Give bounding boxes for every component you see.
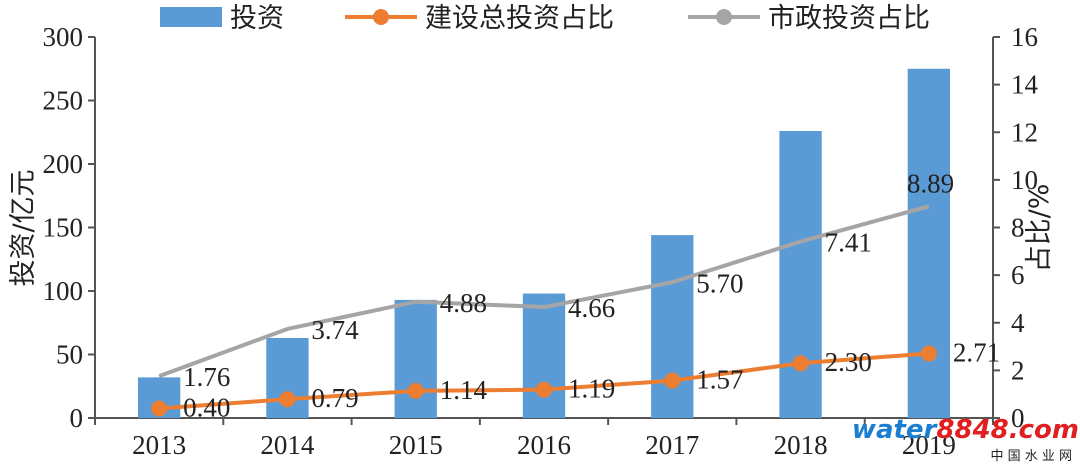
legend: 投资 建设总投资占比 市政投资占比 xyxy=(160,3,930,34)
data-label: 7.41 xyxy=(825,228,872,258)
bar xyxy=(394,299,437,418)
watermark-number: 8848 xyxy=(936,415,1008,445)
y2-tick-label: 8 xyxy=(1011,213,1025,243)
data-label: 8.89 xyxy=(907,168,954,198)
watermark-water: water xyxy=(852,415,939,445)
y-tick-label: 300 xyxy=(43,22,84,52)
y2-tick-label: 10 xyxy=(1011,165,1038,195)
legend-label: 建设总投资占比 xyxy=(425,3,614,34)
data-label: 2.71 xyxy=(953,337,1000,367)
line-series xyxy=(151,204,937,417)
y2-tick-label: 4 xyxy=(1011,308,1025,338)
y-axis-title: 投资/亿元 xyxy=(8,169,39,286)
x-tick-label: 2018 xyxy=(774,430,828,460)
axes: 0 50 100 150 200 250 300 0 2 4 6 8 10 12 14 16 2013 2014 2… xyxy=(43,22,1039,460)
y-tick-label: 100 xyxy=(43,276,84,306)
y-tick-label: 50 xyxy=(56,340,83,370)
series-point xyxy=(151,400,168,417)
legend-marker xyxy=(373,9,389,25)
series-point xyxy=(279,391,296,408)
legend-label: 投资 xyxy=(230,3,284,34)
watermark-domain: .com xyxy=(1009,415,1079,445)
y2-tick-label: 6 xyxy=(1011,260,1025,290)
y2-tick-label: 2 xyxy=(1011,355,1025,385)
bar xyxy=(779,130,822,419)
watermark-logo: water8848.com xyxy=(852,415,1079,445)
watermark-subtitle: 中 国 水 业 网 xyxy=(990,449,1072,464)
y-tick-label: 150 xyxy=(43,213,84,243)
series-point xyxy=(920,345,937,362)
series-point xyxy=(792,355,809,372)
x-tick-label: 2016 xyxy=(517,430,571,460)
data-label: 4.88 xyxy=(440,288,487,318)
data-label: 0.40 xyxy=(183,392,230,422)
data-labels: 0.40 0.79 1.14 1.19 1.57 2.30 2.71 1.76 3.74 4.88… xyxy=(183,168,1000,422)
legend-swatch xyxy=(160,7,222,27)
watermark: water8848.com 中 国 水 业 网 xyxy=(852,415,1079,464)
x-tick-label: 2014 xyxy=(260,430,315,460)
x-tick-label: 2013 xyxy=(132,430,186,460)
series-point xyxy=(536,381,552,398)
y-tick-label: 200 xyxy=(43,149,84,179)
series-point xyxy=(407,382,424,399)
data-label: 1.76 xyxy=(183,362,230,392)
data-label: 5.70 xyxy=(696,268,743,298)
y-axis-label: 投资/亿元 xyxy=(8,169,39,286)
series-point xyxy=(664,372,681,389)
bar xyxy=(522,293,566,418)
y2-axis-label: 占比/% xyxy=(1024,184,1055,273)
data-label: 1.14 xyxy=(440,375,488,405)
y2-tick-label: 12 xyxy=(1011,117,1038,147)
legend-item: 建设总投资占比 xyxy=(345,3,614,34)
data-label: 4.66 xyxy=(568,293,615,323)
legend-item: 市政投资占比 xyxy=(688,3,930,34)
data-label: 1.19 xyxy=(568,374,615,404)
data-label: 2.30 xyxy=(825,347,872,377)
data-label: 3.74 xyxy=(311,315,359,345)
y-tick-label: 250 xyxy=(43,86,84,116)
x-tick-label: 2019 xyxy=(902,430,956,460)
data-label: 1.57 xyxy=(696,365,743,395)
legend-marker xyxy=(716,9,732,25)
legend-label: 市政投资占比 xyxy=(768,3,930,34)
y2-axis-title: 占比/% xyxy=(1024,184,1055,273)
legend-item: 投资 xyxy=(160,3,284,34)
y2-tick-label: 0 xyxy=(1011,403,1025,433)
x-tick-label: 2015 xyxy=(389,430,443,460)
y-tick-label: 0 xyxy=(70,403,84,433)
y2-tick-label: 14 xyxy=(1011,70,1039,100)
data-label: 0.79 xyxy=(311,383,358,413)
bar xyxy=(907,68,951,418)
x-tick-label: 2017 xyxy=(645,430,699,460)
series-line xyxy=(158,204,930,378)
y2-tick-label: 16 xyxy=(1011,22,1038,52)
bar xyxy=(651,235,694,418)
